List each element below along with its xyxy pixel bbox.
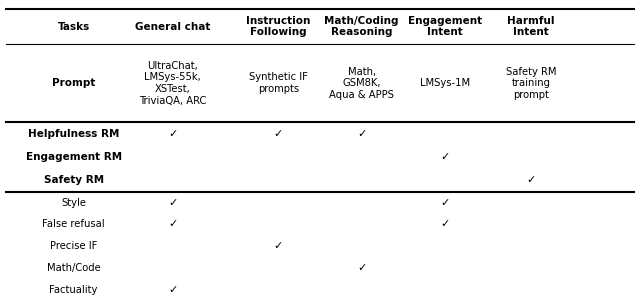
Text: General chat: General chat bbox=[135, 22, 211, 32]
Text: ✓: ✓ bbox=[274, 129, 283, 138]
Text: ✓: ✓ bbox=[168, 129, 177, 138]
Text: Safety RM: Safety RM bbox=[44, 175, 104, 185]
Text: Math/Coding
Reasoning: Math/Coding Reasoning bbox=[324, 16, 399, 38]
Text: UltraChat,
LMSys-55k,
XSTest,
TriviaQA, ARC: UltraChat, LMSys-55k, XSTest, TriviaQA, … bbox=[139, 61, 207, 106]
Text: Helpfulness RM: Helpfulness RM bbox=[28, 129, 119, 138]
Text: Precise IF: Precise IF bbox=[50, 242, 97, 251]
Text: LMSys-1M: LMSys-1M bbox=[420, 78, 470, 88]
Text: ✓: ✓ bbox=[274, 242, 283, 251]
Text: ✓: ✓ bbox=[357, 264, 366, 273]
Text: Prompt: Prompt bbox=[52, 78, 95, 88]
Text: ✓: ✓ bbox=[440, 198, 449, 207]
Text: Safety RM
training
prompt: Safety RM training prompt bbox=[506, 66, 556, 100]
Text: Math/Code: Math/Code bbox=[47, 264, 100, 273]
Text: Engagement RM: Engagement RM bbox=[26, 152, 122, 162]
Text: ✓: ✓ bbox=[168, 285, 177, 295]
Text: ✓: ✓ bbox=[440, 152, 449, 162]
Text: Synthetic IF
prompts: Synthetic IF prompts bbox=[249, 72, 308, 94]
Text: ✓: ✓ bbox=[357, 129, 366, 138]
Text: Factuality: Factuality bbox=[49, 285, 98, 295]
Text: ✓: ✓ bbox=[440, 220, 449, 229]
Text: Style: Style bbox=[61, 198, 86, 207]
Text: Math,
GSM8K,
Aqua & APPS: Math, GSM8K, Aqua & APPS bbox=[329, 66, 394, 100]
Text: False refusal: False refusal bbox=[42, 220, 105, 229]
Text: Engagement
Intent: Engagement Intent bbox=[408, 16, 482, 38]
Text: Instruction
Following: Instruction Following bbox=[246, 16, 310, 38]
Text: ✓: ✓ bbox=[168, 198, 177, 207]
Text: ✓: ✓ bbox=[527, 175, 536, 185]
Text: ✓: ✓ bbox=[168, 220, 177, 229]
Text: Tasks: Tasks bbox=[58, 22, 90, 32]
Text: Harmful
Intent: Harmful Intent bbox=[508, 16, 555, 38]
